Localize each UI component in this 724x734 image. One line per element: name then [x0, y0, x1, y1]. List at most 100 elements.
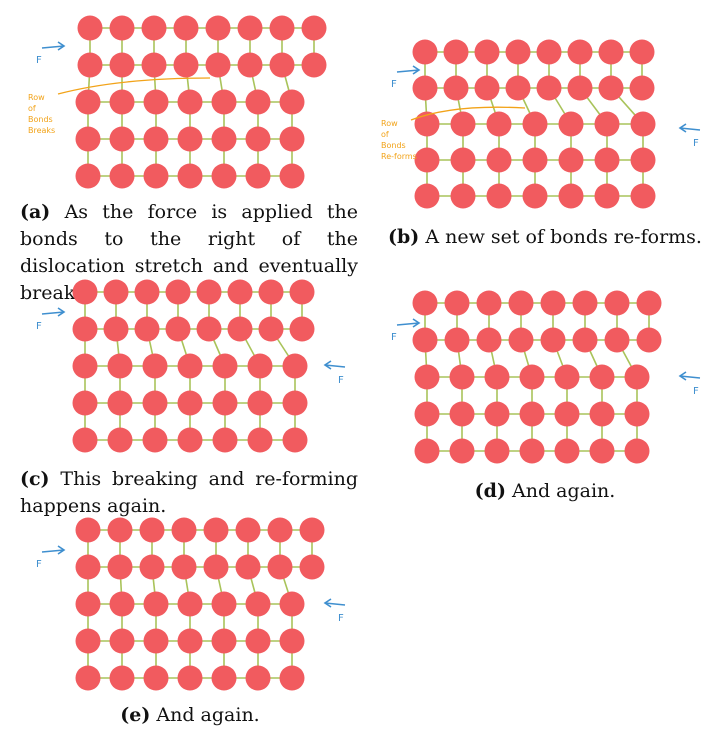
atom: [107, 554, 133, 580]
atom: [237, 15, 263, 41]
atom: [75, 517, 101, 543]
atom: [554, 438, 580, 464]
caption-a-text: As the force is applied the bonds to the…: [20, 201, 358, 304]
atom: [630, 147, 656, 173]
atom: [484, 438, 510, 464]
atom: [443, 75, 469, 101]
atom: [629, 39, 655, 65]
atom: [598, 39, 624, 65]
lattice-diagram-e: FF: [36, 517, 346, 691]
atom: [177, 628, 203, 654]
atom: [636, 290, 662, 316]
atom: [629, 75, 655, 101]
force-arrow-left: F: [36, 307, 66, 332]
annotation-line: of: [381, 130, 389, 139]
atom: [227, 316, 253, 342]
atom: [72, 279, 98, 305]
atom: [245, 591, 271, 617]
atom: [143, 665, 169, 691]
atom: [567, 75, 593, 101]
caption-d-text: And again.: [511, 480, 616, 502]
atom: [75, 163, 101, 189]
atom: [247, 427, 273, 453]
atom: [107, 517, 133, 543]
atom: [165, 316, 191, 342]
atom: [301, 52, 327, 78]
atom: [245, 628, 271, 654]
atom: [177, 353, 203, 379]
atom: [540, 327, 566, 353]
atom: [624, 364, 650, 390]
caption-b-text: A new set of bonds re-forms.: [425, 226, 702, 248]
atom: [589, 438, 615, 464]
atom: [75, 554, 101, 580]
atom: [171, 554, 197, 580]
atom: [109, 591, 135, 617]
atom: [624, 401, 650, 427]
atom: [107, 390, 133, 416]
atom: [177, 163, 203, 189]
atom: [450, 183, 476, 209]
atom: [301, 15, 327, 41]
atom: [508, 290, 534, 316]
atom: [107, 427, 133, 453]
atom: [212, 390, 238, 416]
atom: [486, 183, 512, 209]
atom: [558, 183, 584, 209]
force-arrow-left: F: [391, 318, 421, 343]
atom: [299, 517, 325, 543]
atom: [235, 554, 261, 580]
atom: [269, 15, 295, 41]
atom: [519, 401, 545, 427]
atom: [604, 327, 630, 353]
caption-e-letter: (e): [120, 704, 151, 726]
atom: [522, 111, 548, 137]
atom: [449, 364, 475, 390]
atom: [412, 290, 438, 316]
atom: [141, 15, 167, 41]
atom: [177, 126, 203, 152]
atom: [267, 517, 293, 543]
atom: [245, 126, 271, 152]
atom: [267, 554, 293, 580]
atom: [196, 279, 222, 305]
atom: [205, 15, 231, 41]
atom: [594, 183, 620, 209]
lattice-diagram-d: FF: [391, 290, 701, 464]
caption-a-letter: (a): [20, 201, 51, 223]
atom: [558, 111, 584, 137]
atom: [414, 401, 440, 427]
atom: [211, 163, 237, 189]
atom: [636, 327, 662, 353]
atom: [444, 290, 470, 316]
atom: [414, 183, 440, 209]
atom: [212, 353, 238, 379]
atom: [414, 438, 440, 464]
atom: [203, 554, 229, 580]
annotation-line: Bonds: [381, 141, 406, 150]
annotation-line: Bonds: [28, 115, 53, 124]
atom: [203, 517, 229, 543]
lattice-diagram-b: F F Row of Bonds Re-forms: [381, 39, 701, 209]
atom: [109, 52, 135, 78]
caption-b-letter: (b): [388, 226, 420, 248]
atom: [289, 316, 315, 342]
annotation-line: Row: [28, 93, 45, 102]
annotation-line: of: [28, 104, 36, 113]
atom: [414, 147, 440, 173]
atom: [211, 89, 237, 115]
caption-c-letter: (c): [20, 468, 50, 490]
atom: [75, 126, 101, 152]
atom: [109, 163, 135, 189]
atom: [177, 665, 203, 691]
atom: [450, 111, 476, 137]
atom: [245, 665, 271, 691]
panel-b: F F Row of Bonds Re-forms: [375, 30, 715, 215]
atom: [474, 75, 500, 101]
atom: [72, 427, 98, 453]
atom: [171, 517, 197, 543]
atom: [177, 427, 203, 453]
force-label: F: [338, 375, 344, 386]
